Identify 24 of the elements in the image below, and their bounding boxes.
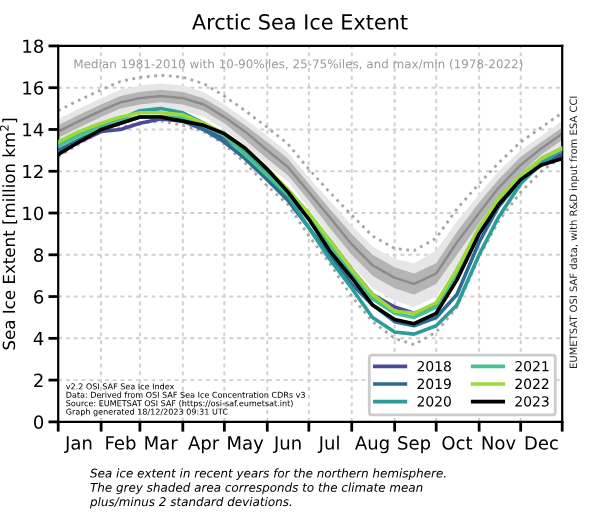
x-tick-label: Jan [64,436,92,454]
x-tick-label: Aug [355,436,389,454]
x-tick-label: Feb [106,435,136,450]
y-tick-label: 2 [34,373,43,387]
y-tick-label: 16 [23,81,44,95]
x-tick-label: Mar [145,436,178,450]
y-tick-label: 4 [33,332,44,346]
y-axis-title: Sea Ice Extent [million km$^{2}$] [0,118,18,350]
y-tick-label: 0 [34,415,44,429]
x-tick-label: Oct [442,436,473,450]
y-tick-label: 14 [23,123,44,137]
y-tick-label: 12 [23,164,43,179]
x-tick-label: Sep [398,436,431,454]
x-tick-label: Jun [273,436,301,454]
x-tick-label: Dec [525,436,558,450]
y-tick-label: 18 [23,39,44,54]
chart-title: Arctic Sea Ice Extent [192,13,408,30]
x-tick-label: May [228,436,264,454]
x-tick-label: Apr [188,436,220,454]
y-tick-label: 10 [23,206,44,221]
y-tick-label: 6 [34,290,44,304]
x-tick-label: Nov [482,436,516,450]
y-tick-label: 8 [34,248,44,262]
x-tick-label: Jul [317,435,339,454]
